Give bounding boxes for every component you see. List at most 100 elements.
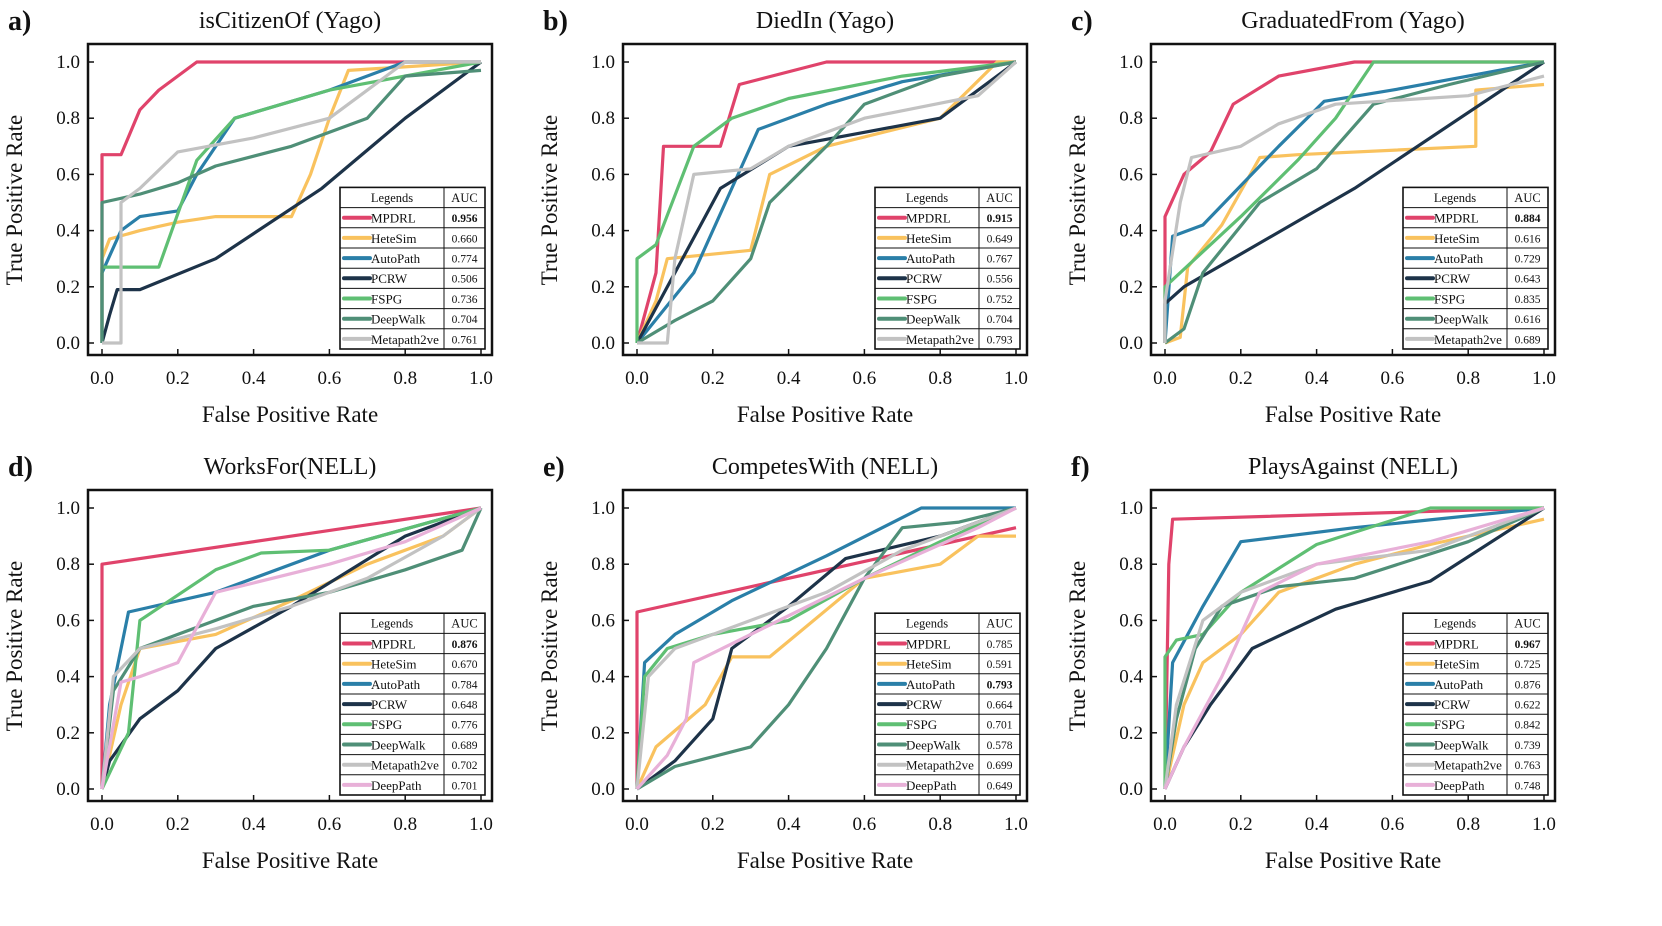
legend-label: MPDRL (906, 211, 951, 226)
y-tick-label: 0.4 (56, 221, 80, 242)
x-tick-label: 0.2 (701, 814, 725, 835)
roc-panel: d) WorksFor(NELL) 0.0 0.2 0.4 0.6 0.8 1.0 0.0 0.2… (2, 452, 494, 873)
legend-table: Legends AUC MPDRL 0.876 HeteSim 0.670 AutoPath… (339, 612, 486, 796)
legend-label: PCRW (371, 271, 408, 286)
legend-label: Metapath2ve (1434, 332, 1502, 347)
series-line-autopath (1163, 60, 1545, 344)
x-axis-label: False Positive Rate (1265, 848, 1441, 873)
legend-auc: 0.689 (452, 740, 478, 752)
x-tick-label: 0.0 (625, 814, 649, 835)
series-line-hetesim (100, 60, 482, 343)
y-axis-label: True Positive Rate (1065, 561, 1090, 731)
legend-auc: 0.876 (1515, 679, 1541, 691)
y-tick-label: 0.2 (1119, 277, 1143, 298)
legend-label: PCRW (906, 697, 943, 712)
y-tick-label: 1.0 (56, 52, 80, 73)
y-tick-label: 0.0 (591, 779, 615, 800)
y-axis-label: True Positive Rate (1065, 115, 1090, 285)
y-tick-label: 0.6 (56, 610, 80, 631)
legend-label: Metapath2ve (1434, 758, 1502, 773)
x-tick-label: 0.6 (853, 368, 877, 389)
legend-label: AutoPath (1434, 251, 1484, 266)
legend-label: PCRW (1434, 271, 1471, 286)
x-tick-label: 0.0 (1153, 368, 1177, 389)
y-tick-label: 0.4 (56, 667, 80, 688)
legend-label: FSPG (371, 291, 402, 306)
legend-auc: 0.701 (987, 720, 1013, 732)
series-line-autopath (1163, 506, 1545, 790)
legend-header-name: Legends (906, 191, 948, 205)
x-tick-label: 0.6 (318, 814, 342, 835)
legend-label: DeepWalk (371, 737, 426, 752)
plot-frame (1149, 488, 1557, 803)
x-tick-label: 1.0 (1004, 814, 1028, 835)
series-line-autopath (100, 60, 481, 343)
series-line-metapath2ve (102, 60, 481, 345)
series-line-metapath2ve (1163, 74, 1545, 343)
series-line-deeppath (635, 506, 1017, 791)
x-axis-label: False Positive Rate (737, 402, 913, 427)
x-tick-label: 0.4 (1305, 368, 1329, 389)
legend-auc: 0.701 (452, 780, 478, 792)
legend-label: DeepWalk (1434, 737, 1489, 752)
y-axis-label: True Positive Rate (537, 561, 562, 731)
legend-label: PCRW (1434, 697, 1471, 712)
legend-auc: 0.660 (452, 233, 478, 245)
series-line-mpdrl (100, 60, 481, 343)
roc-panel: c) GraduatedFrom (Yago) 0.0 0.2 0.4 0.6 0.8 1.0… (1065, 6, 1557, 427)
panel-label: f) (1071, 452, 1090, 483)
y-tick-label: 0.6 (1119, 610, 1143, 631)
legend-label: DeepWalk (371, 312, 426, 327)
x-tick-label: 0.8 (393, 368, 417, 389)
x-tick-label: 1.0 (469, 368, 493, 389)
legend-header-name: Legends (371, 191, 413, 205)
series-line-fspg (100, 506, 482, 790)
x-tick-label: 0.0 (90, 814, 114, 835)
legend-auc: 0.699 (987, 760, 1013, 772)
x-tick-label: 0.2 (701, 368, 725, 389)
legend-auc: 0.591 (987, 659, 1013, 671)
y-axis-label: True Positive Rate (2, 561, 27, 731)
legend-auc: 0.725 (1515, 659, 1541, 671)
series-line-deeppath (1163, 506, 1545, 790)
legend-label: AutoPath (1434, 677, 1484, 692)
x-tick-label: 0.6 (1381, 814, 1405, 835)
chart-title: WorksFor(NELL) (204, 454, 377, 480)
legend-auc: 0.842 (1515, 720, 1541, 732)
legend-auc: 0.616 (1515, 233, 1541, 245)
y-tick-label: 0.8 (1119, 554, 1143, 575)
y-tick-label: 0.8 (56, 554, 80, 575)
legend-label: MPDRL (1434, 636, 1479, 651)
y-tick-label: 0.8 (591, 108, 615, 129)
series-line-deepwalk (100, 68, 482, 343)
legend-auc: 0.915 (987, 213, 1013, 225)
series-line-mpdrl (1163, 506, 1545, 790)
legend-label: PCRW (906, 271, 943, 286)
legend-label: FSPG (906, 291, 937, 306)
legend-auc: 0.649 (987, 780, 1013, 792)
plot-frame (621, 42, 1029, 357)
series-line-mpdrl (1163, 60, 1544, 343)
legend-label: Metapath2ve (371, 332, 439, 347)
legend-auc: 0.689 (1515, 334, 1541, 346)
roc-panel: f) PlaysAgainst (NELL) 0.0 0.2 0.4 0.6 0.8 1.0 0… (1065, 452, 1557, 873)
legend-auc: 0.774 (452, 254, 478, 266)
legend-label: DeepPath (1434, 778, 1485, 793)
plot-frame (86, 42, 494, 357)
y-tick-label: 0.8 (1119, 108, 1143, 129)
y-tick-label: 1.0 (1119, 52, 1143, 73)
y-tick-label: 0.6 (56, 164, 80, 185)
y-tick-label: 0.0 (591, 333, 615, 354)
legend-label: DeepWalk (906, 312, 961, 327)
plot-frame (1149, 42, 1557, 357)
legend-label: Metapath2ve (906, 332, 974, 347)
legend-header-auc: AUC (986, 191, 1012, 205)
legend-header-name: Legends (371, 617, 413, 631)
x-tick-label: 0.6 (318, 368, 342, 389)
x-tick-label: 0.8 (928, 368, 952, 389)
series-line-deepwalk (100, 507, 483, 790)
y-tick-label: 0.0 (56, 779, 80, 800)
x-axis-label: False Positive Rate (737, 848, 913, 873)
y-tick-label: 1.0 (56, 498, 80, 519)
